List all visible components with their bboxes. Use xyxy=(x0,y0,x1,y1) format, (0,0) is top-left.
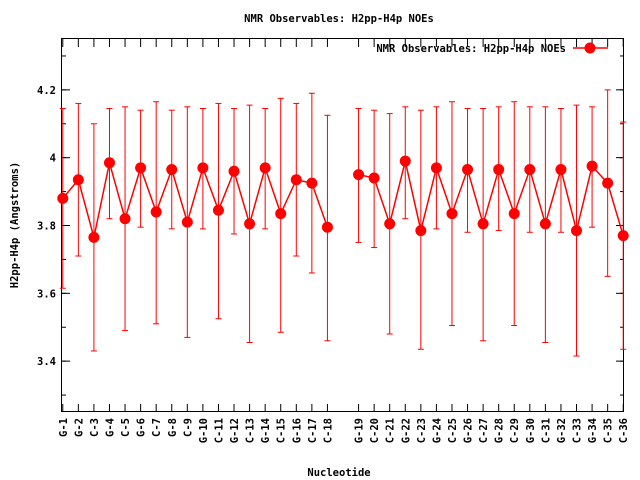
plot-frame xyxy=(61,38,624,412)
chart-title: NMR Observables: H2pp-H4p NOEs xyxy=(244,13,434,25)
y-tick-label: 4.2 xyxy=(37,85,56,97)
x-tick-label: C-25 xyxy=(447,418,459,443)
x-tick-label: C-36 xyxy=(618,418,630,443)
y-axis-label: H2pp-H4p (Angstroms) xyxy=(9,162,21,288)
data-point xyxy=(321,221,333,233)
data-point xyxy=(244,218,256,230)
y-tick-label: 3.4 xyxy=(37,356,56,368)
x-tick-label: G-2 xyxy=(73,418,85,437)
y-tick-label: 3.8 xyxy=(37,221,56,233)
x-tick-label: G-22 xyxy=(400,418,412,443)
data-point xyxy=(259,162,271,174)
x-tick-label: C-17 xyxy=(307,418,319,443)
data-point xyxy=(399,155,411,167)
x-tick-label: G-6 xyxy=(136,418,148,437)
data-point xyxy=(415,225,427,237)
data-point xyxy=(150,206,162,218)
data-point xyxy=(166,164,178,176)
x-tick-label: C-5 xyxy=(120,418,132,437)
data-point xyxy=(524,164,536,176)
x-tick-label: C-20 xyxy=(369,418,381,443)
x-tick-label: C-27 xyxy=(478,418,490,443)
x-tick-label: C-29 xyxy=(509,418,521,443)
x-axis: G-1 G-2 C-3 G-4 C-5 G-6 C-7 G-8 C-9 G-10 C-11 G-12 C… xyxy=(58,39,630,443)
data-points xyxy=(57,155,629,243)
x-tick-label: G-14 xyxy=(260,418,272,443)
x-tick-label: C-13 xyxy=(245,418,257,443)
data-point xyxy=(197,162,209,174)
data-point xyxy=(462,164,474,176)
data-point xyxy=(368,172,380,184)
data-point xyxy=(306,177,318,189)
data-point xyxy=(353,169,365,181)
x-tick-label: G-19 xyxy=(354,418,366,443)
x-tick-label: C-33 xyxy=(572,418,584,443)
x-tick-label: C-3 xyxy=(89,418,101,437)
x-tick-label: G-26 xyxy=(463,418,475,443)
legend-marker xyxy=(584,42,596,54)
x-tick-label: G-4 xyxy=(104,418,116,437)
data-point xyxy=(275,208,287,220)
data-point xyxy=(57,192,69,204)
x-tick-label: G-16 xyxy=(291,418,303,443)
data-point xyxy=(602,177,614,189)
data-point xyxy=(493,164,505,176)
x-tick-label: G-8 xyxy=(167,418,179,437)
x-tick-label: G-1 xyxy=(58,418,70,437)
data-point xyxy=(571,225,583,237)
x-tick-label: G-28 xyxy=(494,418,506,443)
data-point xyxy=(430,162,442,174)
x-tick-label: G-10 xyxy=(198,418,210,443)
data-point xyxy=(539,218,551,230)
x-tick-label: C-7 xyxy=(151,418,163,437)
data-point xyxy=(228,165,240,177)
x-tick-label: G-30 xyxy=(525,418,537,443)
x-tick-label: C-21 xyxy=(385,418,397,443)
x-axis-label: Nucleotide xyxy=(307,467,370,479)
y-tick-label: 3.6 xyxy=(37,288,56,300)
data-point xyxy=(477,218,489,230)
data-point xyxy=(617,230,629,242)
x-tick-label: C-23 xyxy=(416,418,428,443)
x-tick-label: C-18 xyxy=(322,418,334,443)
x-tick-label: G-12 xyxy=(229,418,241,443)
data-point xyxy=(555,164,567,176)
x-tick-label: C-35 xyxy=(603,418,615,443)
data-point xyxy=(119,213,131,225)
x-tick-label: C-11 xyxy=(213,418,225,443)
data-point xyxy=(181,216,193,228)
series-line-segment xyxy=(62,162,329,238)
data-point xyxy=(586,160,598,172)
x-tick-label: G-24 xyxy=(431,418,443,443)
x-tick-label: G-34 xyxy=(587,418,599,443)
y-tick-label: 4 xyxy=(50,153,56,165)
data-point xyxy=(508,208,520,220)
data-point xyxy=(290,174,302,186)
data-point xyxy=(135,162,147,174)
data-point xyxy=(384,218,396,230)
x-tick-label: C-15 xyxy=(276,418,288,443)
data-point xyxy=(446,208,458,220)
data-point xyxy=(88,231,100,243)
legend-label: NMR Observables: H2pp-H4p NOEs xyxy=(376,43,566,55)
legend: NMR Observables: H2pp-H4p NOEs xyxy=(376,42,608,55)
x-tick-label: C-9 xyxy=(182,418,194,437)
data-point xyxy=(72,174,84,186)
data-point xyxy=(103,157,115,169)
x-tick-label: G-32 xyxy=(556,418,568,443)
series-line-segment xyxy=(358,160,624,236)
x-tick-label: C-31 xyxy=(540,418,552,443)
data-point xyxy=(212,204,224,216)
series-line xyxy=(62,160,624,238)
